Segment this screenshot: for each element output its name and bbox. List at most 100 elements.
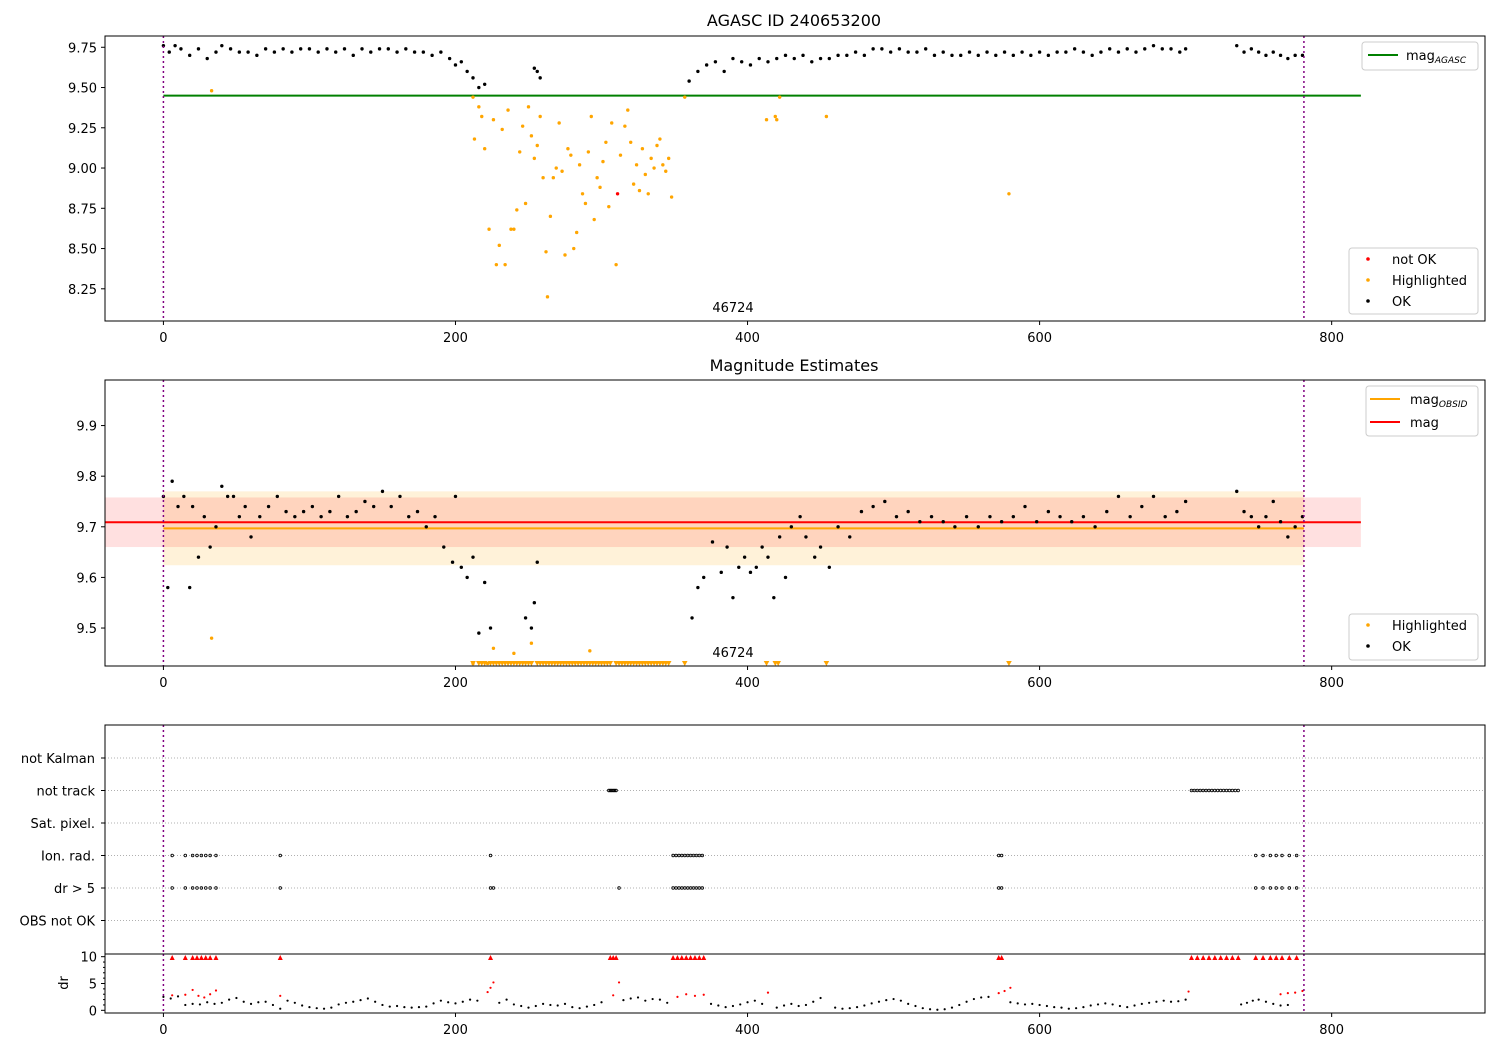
data-point: [1169, 1000, 1173, 1003]
data-point: [883, 499, 887, 504]
data-point: [421, 50, 426, 54]
data-point: [1286, 992, 1289, 995]
data-point: [412, 50, 417, 54]
data-point: [1249, 514, 1254, 519]
data-point: [683, 95, 687, 99]
clipped-marker: [701, 955, 707, 960]
data-point: [246, 50, 250, 54]
data-point: [526, 105, 531, 109]
data-point: [439, 50, 443, 54]
data-point: [1111, 1003, 1114, 1006]
data-point: [1235, 489, 1239, 494]
clipped-marker: [1206, 955, 1212, 960]
clipped-marker: [194, 955, 200, 960]
legend-label-highlighted: Highlighted: [1392, 274, 1467, 289]
data-point: [1162, 999, 1165, 1002]
data-point: [235, 996, 238, 1000]
data-point: [1140, 504, 1144, 509]
legend-subscript: OBSID: [1439, 400, 1468, 410]
data-point: [1007, 192, 1011, 196]
flag-point: [1287, 886, 1292, 890]
data-point: [482, 580, 487, 585]
data-point: [702, 575, 706, 580]
data-point: [801, 53, 805, 58]
data-point: [598, 185, 602, 190]
data-point: [336, 494, 341, 499]
data-point: [592, 217, 596, 222]
data-point: [772, 595, 776, 600]
data-point: [1034, 520, 1039, 524]
data-point: [491, 646, 496, 650]
data-point: [871, 47, 875, 51]
data-point: [1140, 1002, 1143, 1005]
data-point: [623, 124, 627, 128]
data-point: [724, 1006, 727, 1009]
data-point: [958, 1003, 961, 1007]
data-point: [509, 227, 513, 231]
clipped-marker: [681, 661, 688, 666]
data-point: [818, 56, 823, 61]
data-point: [953, 525, 957, 529]
clipped-marker: [1286, 955, 1292, 960]
flag-point: [278, 853, 282, 858]
data-point: [369, 50, 373, 54]
data-point: [748, 63, 753, 67]
data-point: [1128, 514, 1132, 519]
flag-point: [1268, 853, 1273, 858]
y-tick-label: 8.25: [68, 283, 97, 298]
data-point: [1046, 509, 1051, 514]
data-point: [1104, 1002, 1107, 1005]
data-point: [1251, 999, 1254, 1002]
clipped-marker: [696, 955, 702, 960]
data-point: [1002, 50, 1007, 54]
data-point: [928, 1008, 932, 1011]
data-point: [1023, 504, 1027, 509]
data-point: [950, 53, 954, 58]
data-point: [182, 494, 186, 499]
data-point: [1264, 53, 1268, 58]
data-point: [266, 504, 271, 509]
clipped-marker: [169, 955, 175, 960]
data-point: [301, 509, 306, 514]
data-point: [512, 227, 516, 231]
data-point: [363, 499, 367, 504]
data-point: [731, 595, 735, 600]
data-point: [859, 509, 864, 514]
legend-top: magAGASC: [1361, 41, 1479, 71]
data-point: [1105, 509, 1109, 514]
clipped-marker: [1273, 955, 1279, 960]
x-tick-label: 600: [1027, 676, 1052, 691]
legend-frame: [1361, 41, 1479, 71]
data-point: [538, 114, 542, 119]
flag-point: [190, 853, 195, 858]
clipped-marker: [207, 955, 213, 960]
data-point: [209, 993, 212, 996]
clipped-marker: [823, 661, 830, 666]
data-point: [664, 169, 668, 173]
data-point: [407, 514, 411, 519]
data-point: [286, 999, 289, 1002]
data-point: [1148, 1001, 1151, 1004]
data-point: [403, 1006, 406, 1009]
data-point: [766, 60, 770, 64]
data-point: [1067, 1007, 1070, 1010]
data-point: [775, 56, 779, 61]
data-point: [1178, 50, 1182, 54]
data-point: [717, 1004, 720, 1007]
data-point: [569, 153, 573, 157]
data-point: [731, 56, 735, 61]
data-point: [629, 997, 632, 1000]
data-point: [557, 121, 561, 125]
data-point: [1107, 47, 1112, 51]
clipped-marker: [1267, 955, 1273, 960]
data-point: [255, 53, 259, 58]
data-point: [888, 50, 893, 54]
data-point: [1081, 514, 1086, 519]
data-point: [167, 50, 171, 54]
y-tick-label: 9.00: [68, 162, 97, 177]
data-point: [967, 50, 972, 54]
data-point: [477, 105, 481, 109]
x-tick-label: 200: [443, 331, 468, 346]
data-point: [471, 76, 475, 80]
